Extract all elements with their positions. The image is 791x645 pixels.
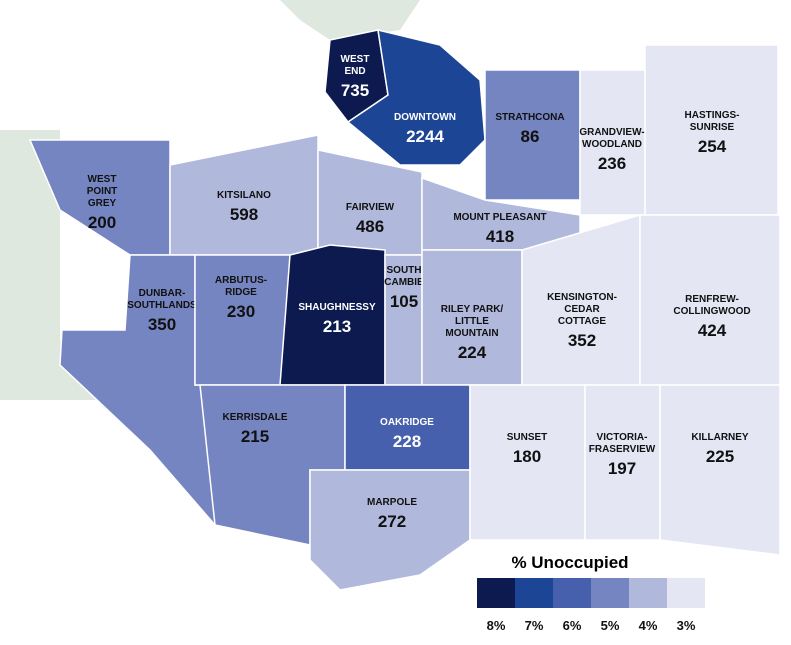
region-name: MARPOLE [367, 497, 417, 508]
region-name: FAIRVIEW [346, 202, 395, 213]
region-value: 200 [88, 213, 116, 232]
region-value: 213 [323, 317, 351, 336]
region-name: WOODLAND [582, 139, 642, 150]
legend-swatch [629, 578, 667, 608]
region-name: MOUNTAIN [445, 328, 498, 339]
region-name: GREY [88, 198, 117, 209]
region-value: 352 [568, 331, 596, 350]
region-name: HASTINGS- [685, 110, 740, 121]
region-value: 225 [706, 447, 734, 466]
region-name: CAMBIE [384, 277, 424, 288]
region-name: RILEY PARK/ [441, 304, 504, 315]
region-value: 230 [227, 302, 255, 321]
region-name: FRASERVIEW [589, 444, 656, 455]
region-name: RIDGE [225, 287, 257, 298]
legend-swatch [477, 578, 515, 608]
region-name: VICTORIA- [597, 432, 648, 443]
region-name: SUNSET [507, 432, 548, 443]
legend-swatch [553, 578, 591, 608]
region-name: SOUTH [387, 265, 422, 276]
region-name: KITSILANO [217, 190, 271, 201]
region-value: 418 [486, 227, 514, 246]
stanley-park [280, 0, 420, 40]
region-name: GRANDVIEW- [579, 127, 644, 138]
region-name: SHAUGHNESSY [298, 302, 376, 313]
region-name: SUNRISE [690, 122, 735, 133]
region-value: 224 [458, 343, 487, 362]
region-name: END [344, 66, 365, 77]
region-name: DUNBAR- [139, 288, 186, 299]
region-name: KILLARNEY [691, 432, 749, 443]
legend-label: 4% [639, 618, 658, 633]
region-name: STRATHCONA [495, 112, 564, 123]
region-name: DOWNTOWN [394, 112, 456, 123]
region-value: 236 [598, 154, 626, 173]
region-name: COTTAGE [558, 316, 606, 327]
region-name: LITTLE [455, 316, 489, 327]
region-name: WEST [341, 54, 370, 65]
legend-label: 8% [487, 618, 506, 633]
region-name: WEST [88, 174, 117, 185]
region-value: 228 [393, 432, 421, 451]
legend-label: 6% [563, 618, 582, 633]
region-value: 197 [608, 459, 636, 478]
legend-title: % Unoccupied [511, 553, 628, 572]
region-value: 486 [356, 217, 384, 236]
region-name: MOUNT PLEASANT [453, 212, 546, 223]
region-value: 86 [521, 127, 540, 146]
legend-label: 5% [601, 618, 620, 633]
region-value: 598 [230, 205, 258, 224]
region-name: KENSINGTON- [547, 292, 617, 303]
region [659, 384, 781, 556]
region-name: CEDAR [564, 304, 600, 315]
region-name: SOUTHLANDS [127, 300, 197, 311]
region-name: COLLINGWOOD [673, 306, 750, 317]
region-value: 272 [378, 512, 406, 531]
region-name: KERRISDALE [222, 412, 287, 423]
region-value: 180 [513, 447, 541, 466]
legend-label: 3% [677, 618, 696, 633]
region-name: RENFREW- [685, 294, 739, 305]
legend-swatch [591, 578, 629, 608]
region-value: 350 [148, 315, 176, 334]
ubc-land [0, 130, 120, 400]
region-value: 215 [241, 427, 269, 446]
region-name: OAKRIDGE [380, 417, 434, 428]
legend-label: 7% [525, 618, 544, 633]
region-name: ARBUTUS- [215, 275, 267, 286]
region [279, 244, 386, 386]
region-value: 2244 [406, 127, 444, 146]
region-value: 735 [341, 81, 369, 100]
region-value: 254 [698, 137, 727, 156]
legend-swatch [515, 578, 553, 608]
legend-swatch [667, 578, 705, 608]
region-name: POINT [87, 186, 118, 197]
region [346, 29, 486, 166]
region-value: 105 [390, 292, 418, 311]
region-value: 424 [698, 321, 727, 340]
